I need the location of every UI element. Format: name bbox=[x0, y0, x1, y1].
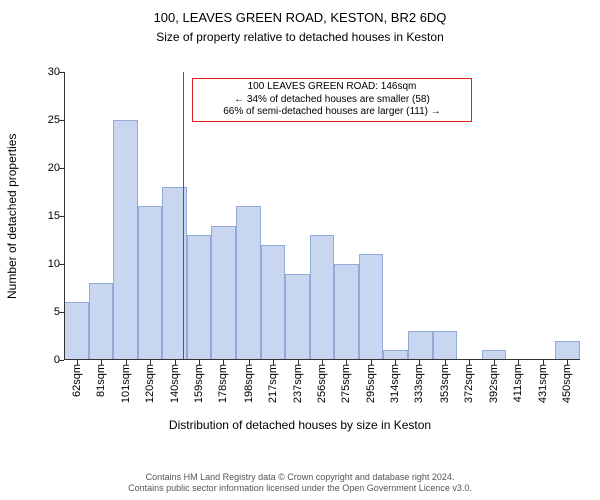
annotation-line: 100 LEAVES GREEN ROAD: 146sqm bbox=[199, 81, 465, 94]
y-tick-label: 10 bbox=[4, 258, 60, 270]
y-tick-label: 25 bbox=[4, 114, 60, 126]
x-tick-label: 392sqm bbox=[488, 364, 500, 403]
x-tick-label: 81sqm bbox=[95, 364, 107, 397]
x-tick-label: 295sqm bbox=[365, 364, 377, 403]
x-tick-label: 333sqm bbox=[413, 364, 425, 403]
annotation-line: ← 34% of detached houses are smaller (58… bbox=[199, 94, 465, 107]
x-tick-label: 431sqm bbox=[537, 364, 549, 403]
y-tick-label: 20 bbox=[4, 162, 60, 174]
reference-line bbox=[183, 72, 184, 360]
y-tick-label: 0 bbox=[4, 354, 60, 366]
chart-title-line2: Size of property relative to detached ho… bbox=[0, 30, 600, 44]
x-tick-label: 372sqm bbox=[463, 364, 475, 403]
footer-attribution: Contains HM Land Registry data © Crown c… bbox=[0, 472, 600, 495]
histogram-bar bbox=[89, 283, 114, 360]
x-tick-label: 237sqm bbox=[292, 364, 304, 403]
annotation-box: 100 LEAVES GREEN ROAD: 146sqm← 34% of de… bbox=[192, 78, 472, 122]
y-axis-line bbox=[64, 72, 65, 360]
x-axis-label: Distribution of detached houses by size … bbox=[0, 418, 600, 432]
histogram-bar bbox=[359, 254, 384, 360]
x-tick-label: 120sqm bbox=[144, 364, 156, 403]
histogram-bar bbox=[408, 331, 433, 360]
histogram-bar bbox=[555, 341, 580, 360]
footer-line2: Contains public sector information licen… bbox=[0, 483, 600, 494]
histogram-bar bbox=[113, 120, 138, 360]
histogram-bar bbox=[64, 302, 89, 360]
histogram-bar bbox=[285, 274, 310, 360]
x-tick-label: 101sqm bbox=[120, 364, 132, 403]
plot-area: 100 LEAVES GREEN ROAD: 146sqm← 34% of de… bbox=[64, 72, 580, 360]
x-tick-label: 275sqm bbox=[340, 364, 352, 403]
x-tick-label: 159sqm bbox=[193, 364, 205, 403]
y-tick-label: 5 bbox=[4, 306, 60, 318]
y-tick-label: 15 bbox=[4, 210, 60, 222]
y-axis-ticks: 051015202530 bbox=[0, 72, 64, 360]
histogram-bar bbox=[433, 331, 458, 360]
x-tick-label: 62sqm bbox=[71, 364, 83, 397]
annotation-line: 66% of semi-detached houses are larger (… bbox=[199, 106, 465, 119]
x-tick-label: 256sqm bbox=[316, 364, 328, 403]
histogram-bar bbox=[334, 264, 359, 360]
histogram-bar bbox=[310, 235, 335, 360]
histogram-bar bbox=[138, 206, 163, 360]
x-tick-label: 314sqm bbox=[389, 364, 401, 403]
x-tick-label: 140sqm bbox=[169, 364, 181, 403]
histogram-bar bbox=[236, 206, 261, 360]
footer-line1: Contains HM Land Registry data © Crown c… bbox=[0, 472, 600, 483]
histogram-bar bbox=[187, 235, 212, 360]
x-tick-label: 353sqm bbox=[439, 364, 451, 403]
x-tick-label: 411sqm bbox=[512, 364, 524, 402]
x-tick-label: 198sqm bbox=[243, 364, 255, 403]
figure-root: 100, LEAVES GREEN ROAD, KESTON, BR2 6DQ … bbox=[0, 0, 600, 500]
y-tick-label: 30 bbox=[4, 66, 60, 78]
x-tick-label: 217sqm bbox=[267, 364, 279, 403]
histogram-bar bbox=[211, 226, 236, 360]
x-tick-label: 178sqm bbox=[217, 364, 229, 403]
chart-title-line1: 100, LEAVES GREEN ROAD, KESTON, BR2 6DQ bbox=[0, 10, 600, 25]
histogram-bar bbox=[261, 245, 286, 360]
x-tick-label: 450sqm bbox=[561, 364, 573, 403]
x-axis-ticks: 62sqm 81sqm 101sqm 120sqm 140sqm 159sqm 178sqm… bbox=[64, 360, 580, 420]
